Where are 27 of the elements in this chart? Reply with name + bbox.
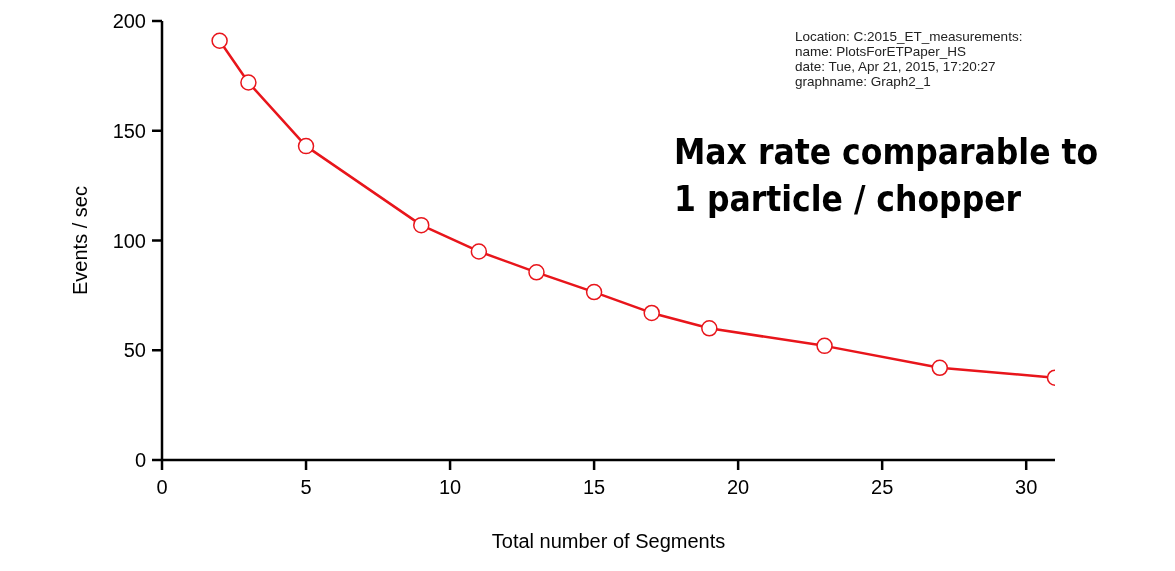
- y-tick-label: 200: [112, 10, 146, 33]
- point: [413, 216, 430, 234]
- point: [470, 243, 488, 260]
- x-tick-label: 30: [1015, 476, 1038, 499]
- point: [816, 337, 833, 355]
- y-tick-label: 0: [134, 449, 146, 472]
- x-tick-label: 15: [582, 476, 606, 499]
- y-axis-title: Events / sec: [69, 186, 92, 295]
- x-tick-label: 10: [438, 476, 462, 499]
- y-tick-label: 100: [112, 229, 146, 252]
- point: [211, 32, 228, 50]
- x-tick-label: 0: [156, 476, 168, 499]
- x-tick-label: 25: [871, 476, 894, 499]
- point: [240, 74, 257, 91]
- y-tick-label: 150: [112, 119, 146, 142]
- point: [931, 359, 949, 377]
- annotation: Max rate comparable to 1 particle / chopper: [674, 131, 1099, 221]
- x-tick-label: 5: [300, 476, 312, 499]
- point: [297, 137, 315, 155]
- point: [643, 304, 660, 322]
- point: [528, 264, 545, 281]
- annotation: Location: C:2015_ET_measurements: name: PlotsForETPaper_HS date: Tue, Apr 21, 2015, 17:20:27 graphname: Graph2_1: [795, 29, 1023, 89]
- x-axis-title: Total number of Segments: [491, 530, 726, 552]
- y-tick-label: 50: [123, 339, 146, 362]
- point: [585, 283, 603, 301]
- x-tick-label: 20: [727, 476, 750, 499]
- point: [701, 320, 718, 337]
